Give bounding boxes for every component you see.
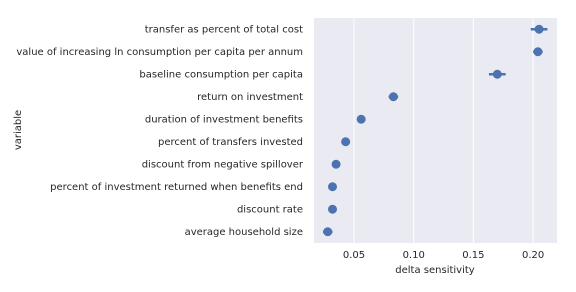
y-tick-label: duration of investment benefits	[145, 114, 303, 125]
y-tick-label: average household size	[185, 227, 303, 238]
point	[533, 47, 543, 57]
x-tick-label: 0.05	[343, 250, 365, 261]
point	[328, 204, 338, 214]
point	[388, 92, 398, 102]
point	[534, 24, 544, 34]
y-axis-label: variable	[13, 110, 24, 150]
y-tick-label: transfer as percent of total cost	[145, 24, 303, 35]
y-tick-label: value of increasing ln consumption per c…	[16, 47, 303, 58]
y-tick-label: discount from negative spillover	[142, 159, 304, 170]
y-tick-label: percent of transfers invested	[158, 137, 303, 148]
x-axis-label: delta sensitivity	[395, 265, 475, 276]
point	[492, 69, 502, 79]
y-tick-label: percent of investment returned when bene…	[50, 182, 303, 193]
y-tick-label: discount rate	[237, 204, 303, 215]
point	[328, 182, 338, 192]
plot-area	[314, 18, 557, 243]
x-tick-label: 0.20	[522, 250, 544, 261]
y-tick-label: return on investment	[197, 92, 303, 103]
y-tick-label: baseline consumption per capita	[139, 69, 303, 80]
point	[331, 159, 341, 169]
point	[356, 114, 366, 124]
x-tick-label: 0.15	[462, 250, 484, 261]
point	[341, 137, 351, 147]
point	[323, 227, 333, 237]
x-tick-label: 0.10	[403, 250, 425, 261]
